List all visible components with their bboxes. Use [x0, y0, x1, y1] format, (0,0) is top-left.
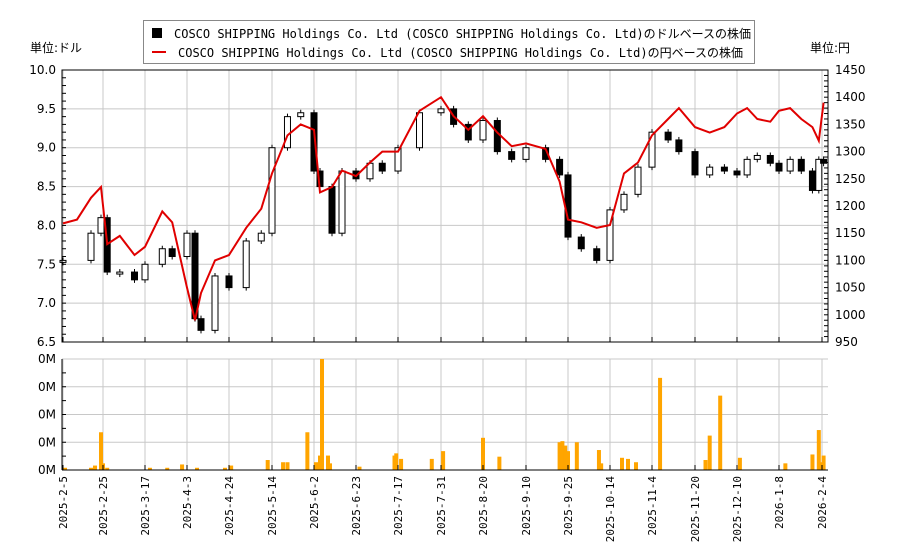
jpy-swatch-icon — [152, 51, 166, 53]
svg-text:7.0: 7.0 — [37, 296, 56, 310]
axes: 6.5 7.0 7.5 8.0 8.5 9.0 9.5 10.0 950 1000 1050 1100… — [29, 63, 865, 542]
jpy-price-line — [62, 95, 825, 321]
right-axis-unit: 単位:円 — [810, 41, 851, 55]
svg-text:7.5: 7.5 — [37, 257, 56, 271]
svg-text:0M: 0M — [38, 380, 56, 394]
svg-text:1300: 1300 — [835, 145, 866, 159]
svg-text:2026-2-4: 2026-2-4 — [816, 476, 829, 529]
svg-text:2025-2-25: 2025-2-25 — [97, 476, 110, 536]
svg-text:8.0: 8.0 — [37, 218, 56, 232]
svg-text:10.0: 10.0 — [29, 63, 56, 77]
svg-text:0M: 0M — [38, 408, 56, 422]
svg-text:2025-7-31: 2025-7-31 — [435, 476, 448, 536]
svg-text:2025-4-24: 2025-4-24 — [223, 476, 236, 536]
svg-text:2025-4-3: 2025-4-3 — [181, 476, 194, 529]
svg-text:1100: 1100 — [835, 253, 866, 267]
svg-text:2025-8-20: 2025-8-20 — [477, 476, 490, 536]
svg-text:2026-1-8: 2026-1-8 — [773, 476, 786, 529]
legend-usd-label: COSCO SHIPPING Holdings Co. Ltd (COSCO S… — [174, 26, 752, 41]
legend-jpy-label: COSCO SHIPPING Holdings Co. Ltd (COSCO S… — [178, 45, 744, 60]
svg-text:2025-10-14: 2025-10-14 — [604, 476, 617, 543]
price-plot-frame — [61, 69, 829, 343]
svg-text:2025-11-20: 2025-11-20 — [689, 476, 702, 542]
usd-swatch-icon — [152, 28, 162, 38]
svg-text:8.5: 8.5 — [37, 180, 56, 194]
svg-text:1000: 1000 — [835, 308, 866, 322]
svg-text:2025-7-17: 2025-7-17 — [392, 476, 405, 536]
svg-text:2025-12-10: 2025-12-10 — [731, 476, 744, 542]
svg-text:9.5: 9.5 — [37, 102, 56, 116]
usd-candlesticks — [59, 105, 828, 334]
svg-text:0M: 0M — [38, 463, 56, 477]
svg-text:950: 950 — [835, 335, 858, 349]
svg-text:2025-6-2: 2025-6-2 — [308, 476, 321, 529]
legend-item-usd: COSCO SHIPPING Holdings Co. Ltd (COSCO S… — [152, 24, 751, 42]
svg-text:2025-3-17: 2025-3-17 — [139, 476, 152, 536]
svg-text:9.0: 9.0 — [37, 141, 56, 155]
svg-text:6.5: 6.5 — [37, 335, 56, 349]
left-axis-unit: 単位:ドル — [30, 41, 83, 55]
svg-text:1450: 1450 — [835, 63, 866, 77]
svg-text:0M: 0M — [38, 435, 56, 449]
svg-text:2025-5-14: 2025-5-14 — [266, 476, 279, 536]
svg-text:1150: 1150 — [835, 226, 866, 240]
svg-text:2025-2-5: 2025-2-5 — [57, 476, 70, 529]
svg-text:2025-9-25: 2025-9-25 — [562, 476, 575, 536]
legend-item-jpy: COSCO SHIPPING Holdings Co. Ltd (COSCO S… — [152, 43, 743, 61]
svg-text:1250: 1250 — [835, 172, 866, 186]
svg-text:2025-11-4: 2025-11-4 — [646, 476, 659, 536]
svg-text:2025-9-10: 2025-9-10 — [520, 476, 533, 536]
svg-text:0M: 0M — [38, 352, 56, 366]
price-grid — [62, 69, 828, 343]
svg-text:1050: 1050 — [835, 281, 866, 295]
chart-legend: COSCO SHIPPING Holdings Co. Ltd (COSCO S… — [143, 20, 755, 64]
svg-text:1400: 1400 — [835, 90, 866, 104]
volume-bars — [63, 359, 826, 470]
svg-text:1350: 1350 — [835, 117, 866, 131]
svg-text:1200: 1200 — [835, 199, 866, 213]
svg-text:2025-6-23: 2025-6-23 — [350, 476, 363, 536]
